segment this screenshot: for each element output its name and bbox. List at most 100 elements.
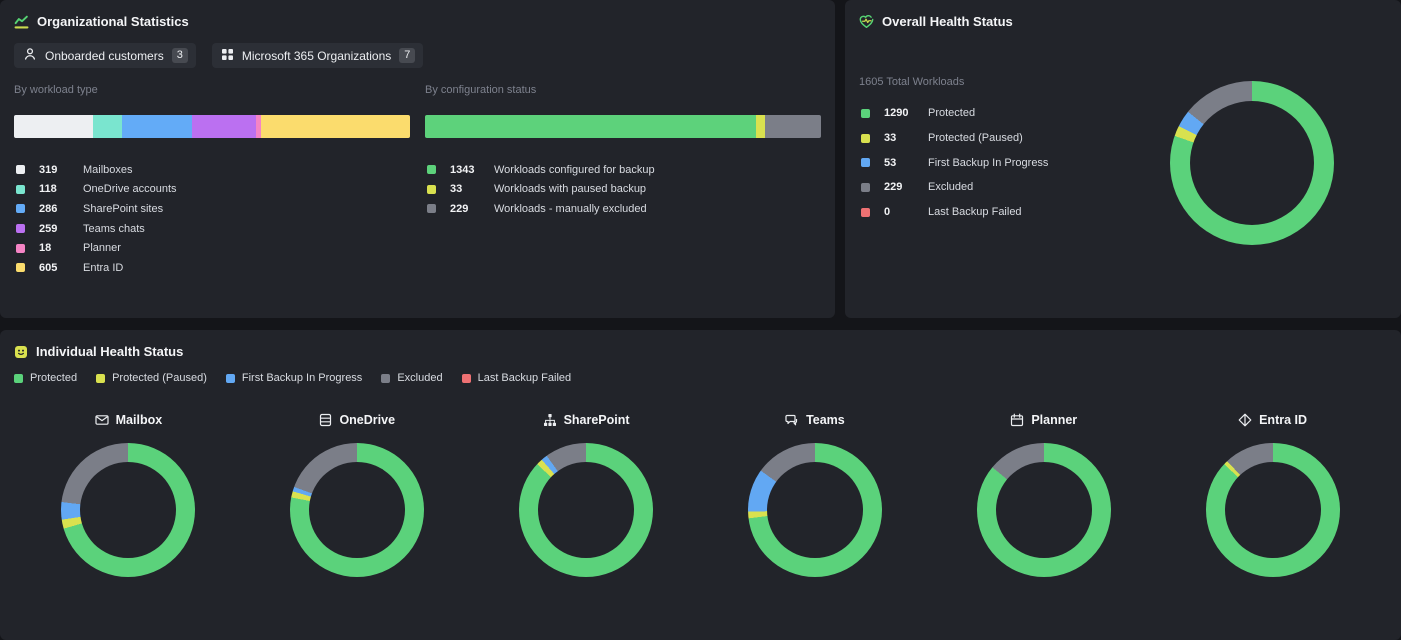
legend-label: Last Backup Failed bbox=[928, 206, 1022, 219]
entra-id-chart: Entra ID bbox=[1158, 413, 1387, 577]
legend-value: 319 bbox=[39, 163, 58, 176]
heart-pulse-icon bbox=[859, 14, 874, 29]
legend-label: Mailboxes bbox=[83, 163, 133, 176]
diamond-icon bbox=[1238, 413, 1252, 427]
bar-segment bbox=[260, 115, 410, 138]
individual-health-legend: Protected Protected (Paused) First Backu… bbox=[14, 372, 1387, 384]
legend-item: 286 SharePoint sites bbox=[14, 199, 410, 219]
legend-label: Excluded bbox=[928, 181, 974, 194]
legend-swatch bbox=[427, 204, 436, 214]
bar-segment bbox=[756, 115, 765, 138]
bar-segment bbox=[121, 115, 193, 138]
legend-label: Workloads - manually excluded bbox=[494, 202, 647, 215]
chat-bubbles-icon bbox=[785, 413, 799, 427]
m365-organizations-button[interactable]: Microsoft 365 Organizations 7 bbox=[211, 43, 424, 68]
individual-health-header: Individual Health Status bbox=[14, 344, 1387, 359]
legend-swatch bbox=[14, 373, 23, 383]
planner-donut bbox=[976, 443, 1111, 577]
legend-label: Excluded bbox=[397, 372, 443, 384]
legend-swatch bbox=[16, 204, 25, 214]
legend-swatch bbox=[96, 373, 106, 383]
legend-value: 229 bbox=[884, 181, 903, 194]
chart-title: Mailbox bbox=[95, 413, 162, 427]
app-grid-icon bbox=[221, 48, 234, 64]
sitemap-icon bbox=[543, 413, 557, 427]
workload-type-section: By workload type 319 Mailboxes 118 OneDr… bbox=[14, 84, 410, 278]
configuration-status-legend: 1343 Workloads configured for backup 33 … bbox=[425, 160, 821, 219]
legend-item: 33 Workloads with paused backup bbox=[425, 180, 821, 200]
legend-swatch bbox=[461, 373, 471, 383]
chart-title-label: OneDrive bbox=[339, 413, 396, 427]
legend-item: 605 Entra ID bbox=[14, 258, 410, 278]
legend-value: 53 bbox=[884, 156, 897, 169]
legend-label: SharePoint sites bbox=[83, 202, 164, 215]
legend-label: Teams chats bbox=[83, 222, 145, 235]
chart-title-label: Entra ID bbox=[1259, 413, 1308, 427]
overall-health-panel: Overall Health Status 1605 Total Workloa… bbox=[845, 0, 1401, 318]
legend-item: 53 First Backup In Progress bbox=[859, 150, 1387, 175]
legend-chip: Excluded bbox=[381, 372, 443, 384]
line-chart-icon bbox=[14, 14, 29, 29]
legend-swatch bbox=[225, 373, 235, 383]
legend-swatch bbox=[16, 165, 25, 175]
teams-donut bbox=[747, 443, 882, 577]
legend-value: 286 bbox=[39, 202, 58, 215]
legend-swatch bbox=[16, 243, 25, 253]
onboarded-customers-button[interactable]: Onboarded customers 3 bbox=[14, 43, 196, 68]
legend-label: First Backup In Progress bbox=[241, 372, 363, 384]
legend-value: 118 bbox=[39, 183, 57, 196]
legend-label: First Backup In Progress bbox=[928, 156, 1049, 169]
legend-item: 1290 Protected bbox=[859, 101, 1387, 126]
legend-swatch bbox=[861, 108, 870, 118]
legend-value: 1343 bbox=[450, 163, 475, 176]
planner-chart: Planner bbox=[929, 413, 1158, 577]
top-row: Organizational Statistics Onboarded cust… bbox=[0, 0, 1401, 318]
bar-segment bbox=[764, 115, 821, 138]
configuration-status-section: By configuration status 1343 Workloads c… bbox=[425, 84, 821, 278]
legend-chip: First Backup In Progress bbox=[225, 372, 363, 384]
chart-title: OneDrive bbox=[319, 413, 395, 427]
bar-segment bbox=[256, 115, 261, 138]
legend-swatch bbox=[16, 224, 25, 234]
person-icon bbox=[23, 47, 37, 64]
overall-health-header: Overall Health Status bbox=[859, 14, 1387, 29]
total-workloads-label: 1605 Total Workloads bbox=[859, 76, 965, 88]
legend-label: Protected bbox=[928, 107, 976, 120]
legend-swatch bbox=[16, 263, 25, 273]
legend-value: 33 bbox=[884, 132, 897, 145]
bar-segment bbox=[14, 115, 93, 138]
button-label: Microsoft 365 Organizations bbox=[241, 48, 392, 63]
badge-face-icon bbox=[14, 345, 28, 359]
legend-value: 229 bbox=[450, 202, 469, 215]
legend-value: 1290 bbox=[884, 107, 909, 120]
legend-value: 0 bbox=[884, 206, 891, 219]
organizational-statistics-header: Organizational Statistics bbox=[14, 14, 821, 29]
legend-label: Entra ID bbox=[83, 261, 124, 274]
individual-health-panel: Individual Health Status Protected Prote… bbox=[0, 330, 1401, 640]
chart-title: Entra ID bbox=[1238, 413, 1307, 427]
legend-chip: Protected (Paused) bbox=[96, 372, 207, 384]
legend-value: 18 bbox=[39, 242, 52, 255]
legend-value: 33 bbox=[450, 183, 463, 196]
teams-chart: Teams bbox=[700, 413, 929, 577]
onedrive-chart: OneDrive bbox=[243, 413, 472, 577]
legend-label: Workloads configured for backup bbox=[494, 163, 655, 176]
calendar-icon bbox=[1010, 413, 1024, 427]
bar-segment bbox=[425, 115, 757, 138]
legend-item: 229 Excluded bbox=[859, 175, 1387, 200]
workload-type-bar bbox=[14, 115, 410, 138]
configuration-status-bar bbox=[425, 115, 821, 138]
section-label: By configuration status bbox=[425, 84, 537, 96]
workload-type-legend: 319 Mailboxes 118 OneDrive accounts 286 … bbox=[14, 160, 410, 278]
legend-label: Planner bbox=[83, 242, 121, 255]
chart-title-label: SharePoint bbox=[563, 413, 630, 427]
panel-title: Individual Health Status bbox=[36, 344, 184, 359]
legend-label: Protected (Paused) bbox=[112, 372, 207, 384]
legend-swatch bbox=[427, 165, 436, 175]
panel-title: Overall Health Status bbox=[882, 14, 1013, 29]
legend-item: 33 Protected (Paused) bbox=[859, 126, 1387, 151]
bar-segment bbox=[192, 115, 257, 138]
legend-swatch bbox=[427, 184, 436, 194]
legend-item: 1343 Workloads configured for backup bbox=[425, 160, 821, 180]
